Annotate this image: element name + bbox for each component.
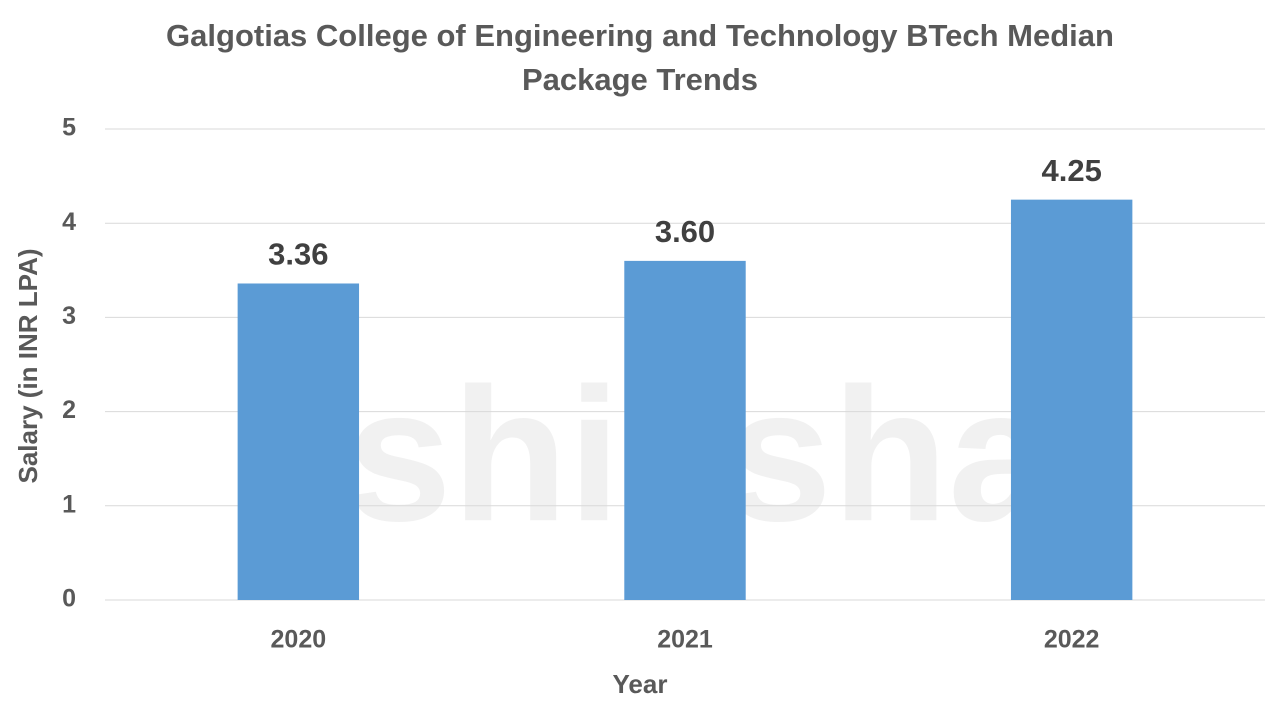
y-tick-label: 4 (62, 208, 76, 236)
y-axis-title: Salary (in INR LPA) (13, 248, 43, 483)
value-label: 3.36 (268, 237, 328, 272)
bar (237, 283, 360, 600)
x-tick-label: 2020 (271, 626, 327, 654)
y-tick-label: 3 (62, 302, 76, 330)
bar (624, 260, 746, 600)
y-tick-label: 5 (62, 114, 76, 142)
chart-title: Galgotias College of Engineering and Tec… (166, 18, 1114, 97)
x-axis-title: Year (613, 669, 668, 699)
x-tick-label: 2021 (657, 626, 713, 654)
value-label: 3.60 (655, 214, 715, 249)
y-tick-label: 2 (62, 396, 76, 424)
x-tick-label: 2022 (1044, 626, 1100, 654)
bar (1010, 199, 1133, 600)
value-label: 4.25 (1041, 153, 1101, 188)
y-tick-label: 1 (62, 490, 76, 518)
y-tick-label: 0 (62, 585, 76, 613)
